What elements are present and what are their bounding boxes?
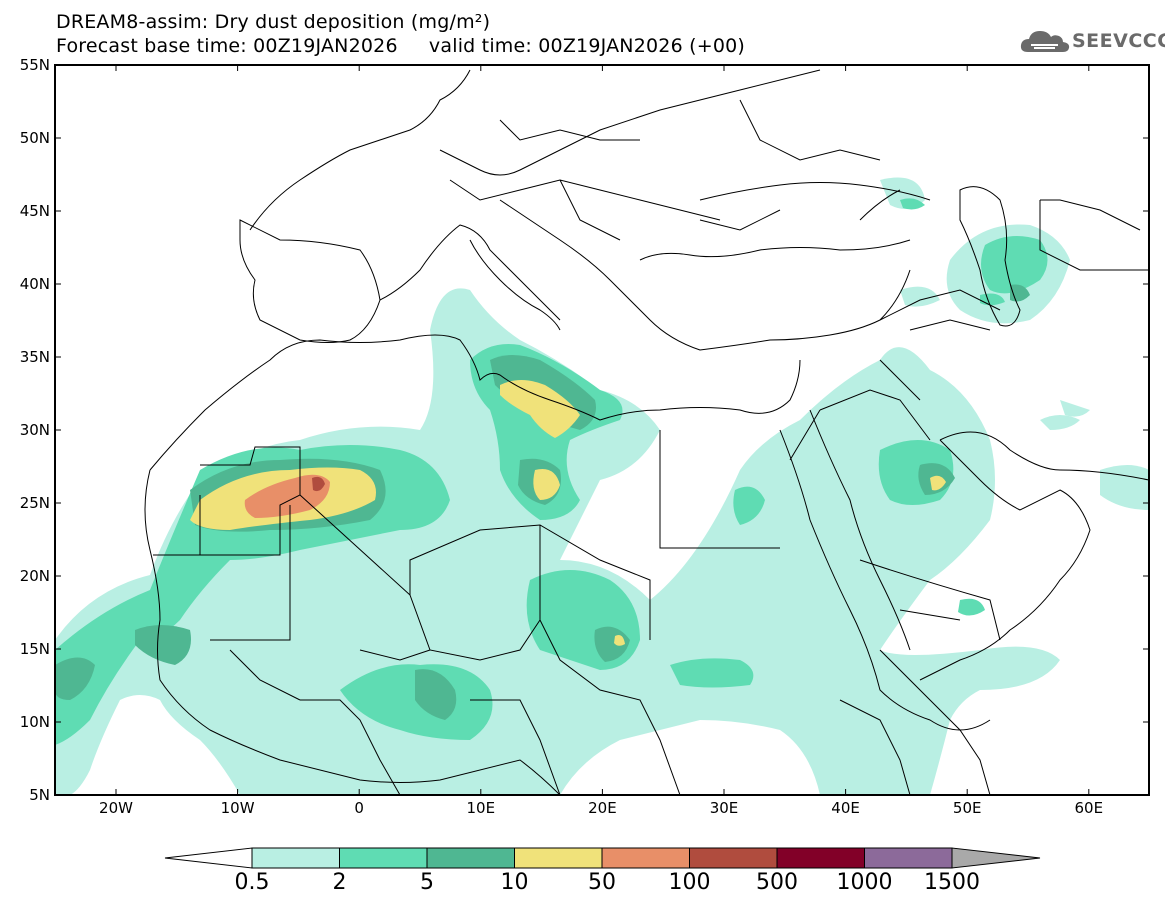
africa-north-coast [149, 334, 801, 471]
latitude-labels: 55N 50N 45N 40N 35N 30N 25N 20N 15N 10N 5N [20, 56, 50, 804]
iran-coast [939, 431, 1149, 481]
colorbar-label: 100 [668, 870, 711, 895]
colorbar-segment [776, 847, 865, 869]
colorbar-segment [514, 847, 603, 869]
colorbar-label: 10 [500, 870, 529, 895]
lat-label: 30N [20, 421, 50, 439]
lat-label: 50N [20, 129, 50, 147]
title-line-2: Forecast base time: 00Z19JAN2026 valid t… [56, 35, 746, 57]
lon-label: 10W [221, 799, 255, 817]
lat-label: 20N [20, 567, 50, 585]
lat-label: 40N [20, 275, 50, 293]
dust-fields [55, 177, 1149, 795]
title-line-1: DREAM8-assim: Dry dust deposition (mg/m²… [56, 11, 491, 33]
lat-label: 15N [20, 640, 50, 658]
lat-label: 55N [20, 56, 50, 74]
lon-label: 50E [953, 799, 982, 817]
border-lines-7 [859, 199, 1149, 641]
border-lines-4 [470, 525, 681, 795]
dust-band-50-100 [244, 474, 330, 518]
colorbar-label: 1000 [836, 870, 893, 895]
colorbar-segment [864, 847, 953, 869]
lon-label: 20E [588, 799, 617, 817]
lon-label: 20W [99, 799, 133, 817]
lat-label: 25N [20, 494, 50, 512]
longitude-labels: 20W 10W 0 10E 20E 30E 40E 50E 60E [99, 799, 1103, 817]
border-lines-5 [229, 649, 431, 795]
lon-label: 60E [1075, 799, 1104, 817]
black-sea-coast [699, 182, 931, 221]
colorbar-label: 50 [588, 870, 616, 895]
colorbar-segment [426, 847, 515, 869]
colorbar-segment [689, 847, 778, 869]
colorbar-label: 5 [420, 870, 434, 895]
seevccc-logo: SEEVCCC [1018, 26, 1165, 58]
lat-label: 5N [29, 786, 50, 804]
border-lines-2 [299, 430, 780, 640]
colorbar [164, 847, 1041, 869]
lon-label: 30E [710, 799, 739, 817]
coastlines-borders [144, 69, 1149, 795]
colorbar-under-triangle [164, 847, 253, 869]
dust-band-100-500 [312, 476, 325, 492]
colorbar-over-triangle [951, 847, 1041, 869]
colorbar-label: 0.5 [234, 870, 270, 895]
caspian-sea [959, 186, 1021, 327]
colorbar-label: 1500 [924, 870, 980, 895]
colorbar-label: 500 [756, 870, 798, 895]
lon-label: 40E [831, 799, 860, 817]
colorbar-segment [601, 847, 690, 869]
cloud-icon [1020, 31, 1070, 52]
border-lines-3 [153, 495, 541, 661]
axis-ticks [55, 64, 1149, 796]
border-lines-6 [789, 319, 991, 461]
italy-coast [379, 224, 561, 331]
logo-text: SEEVCCC [1072, 30, 1165, 52]
border-lines-9 [699, 99, 1001, 321]
lat-label: 10N [20, 713, 50, 731]
arabia-coast [919, 439, 1091, 681]
colorbar-label: 2 [332, 870, 347, 895]
lat-label: 35N [20, 348, 50, 366]
lon-label: 0 [354, 799, 364, 817]
colorbar-segment [251, 847, 340, 869]
border-lines-10 [839, 649, 991, 795]
europe-north-coast [249, 69, 821, 231]
border-lines-8 [449, 119, 721, 241]
iberia-coast [239, 219, 381, 343]
red-sea-coast [779, 409, 991, 731]
lat-label: 45N [20, 202, 50, 220]
lon-label: 10E [467, 799, 496, 817]
balkans-turkey-coast [499, 199, 911, 351]
africa-west-coast [144, 469, 561, 795]
colorbar-segment [339, 847, 428, 869]
